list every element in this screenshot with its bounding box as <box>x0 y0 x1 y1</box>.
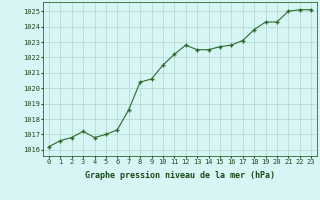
X-axis label: Graphe pression niveau de la mer (hPa): Graphe pression niveau de la mer (hPa) <box>85 171 275 180</box>
